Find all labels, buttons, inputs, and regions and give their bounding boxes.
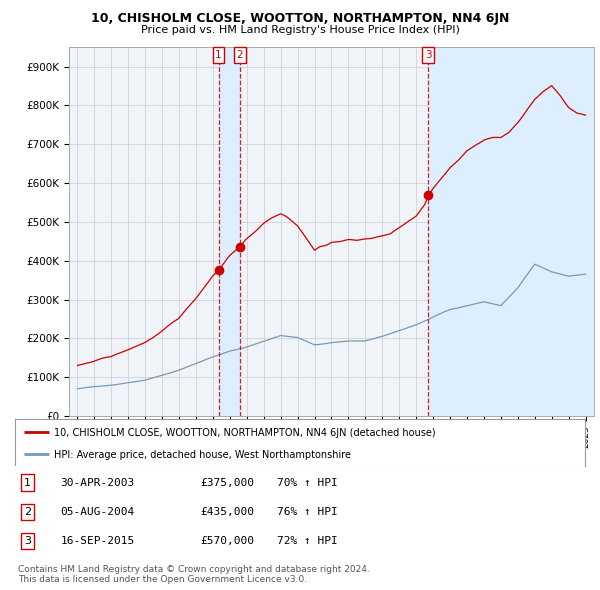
Text: 70% ↑ HPI: 70% ↑ HPI [277, 477, 338, 487]
Text: £435,000: £435,000 [200, 507, 254, 517]
Text: 2: 2 [236, 50, 243, 60]
Text: 16-SEP-2015: 16-SEP-2015 [61, 536, 135, 546]
Text: 1: 1 [24, 477, 31, 487]
Text: 10, CHISHOLM CLOSE, WOOTTON, NORTHAMPTON, NN4 6JN: 10, CHISHOLM CLOSE, WOOTTON, NORTHAMPTON… [91, 12, 509, 25]
Text: 1: 1 [215, 50, 222, 60]
Text: 2: 2 [24, 507, 31, 517]
Text: 05-AUG-2004: 05-AUG-2004 [61, 507, 135, 517]
Text: This data is licensed under the Open Government Licence v3.0.: This data is licensed under the Open Gov… [18, 575, 307, 584]
Text: £570,000: £570,000 [200, 536, 254, 546]
Text: 10, CHISHOLM CLOSE, WOOTTON, NORTHAMPTON, NN4 6JN (detached house): 10, CHISHOLM CLOSE, WOOTTON, NORTHAMPTON… [54, 428, 436, 438]
Text: HPI: Average price, detached house, West Northamptonshire: HPI: Average price, detached house, West… [54, 450, 351, 460]
Text: 72% ↑ HPI: 72% ↑ HPI [277, 536, 338, 546]
Text: 3: 3 [24, 536, 31, 546]
Bar [428, 47, 594, 416]
Text: 30-APR-2003: 30-APR-2003 [61, 477, 135, 487]
Text: Contains HM Land Registry data © Crown copyright and database right 2024.: Contains HM Land Registry data © Crown c… [18, 565, 370, 574]
Text: 76% ↑ HPI: 76% ↑ HPI [277, 507, 338, 517]
Text: 3: 3 [425, 50, 431, 60]
Text: Price paid vs. HM Land Registry's House Price Index (HPI): Price paid vs. HM Land Registry's House … [140, 25, 460, 35]
Text: £375,000: £375,000 [200, 477, 254, 487]
Bar [218, 47, 240, 416]
